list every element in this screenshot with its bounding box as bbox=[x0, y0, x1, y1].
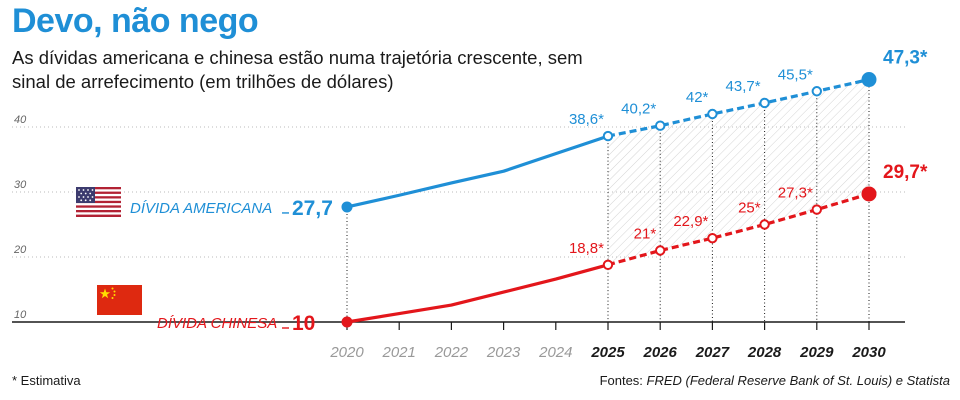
usa-point bbox=[707, 108, 718, 120]
china-point bbox=[811, 204, 822, 215]
usa-line-actual bbox=[346, 134, 609, 209]
china-flag bbox=[97, 285, 142, 315]
usa-data-label: 47,3* bbox=[883, 48, 928, 69]
usa-point bbox=[759, 97, 770, 109]
china-point bbox=[341, 316, 353, 328]
x-tick-label: 2024 bbox=[538, 344, 572, 361]
x-tick-label: 2029 bbox=[799, 344, 834, 361]
source-credit: Fontes: FRED (Federal Reserve Bank of St… bbox=[600, 373, 950, 388]
usa-data-label: 45,5* bbox=[778, 66, 813, 83]
source-prefix: Fontes: bbox=[599, 373, 647, 388]
china-data-label: 22,9* bbox=[673, 213, 708, 230]
footnote: * Estimativa bbox=[12, 373, 81, 388]
china-point bbox=[759, 219, 770, 230]
source-names: FRED (Federal Reserve Bank of St. Louis)… bbox=[646, 373, 950, 388]
y-tick-label: 40 bbox=[14, 114, 27, 126]
china-data-label: 27,3* bbox=[778, 185, 813, 202]
usa-data-label: 42* bbox=[686, 89, 709, 106]
china-point bbox=[861, 186, 877, 202]
china-data-label: 18,8* bbox=[569, 240, 604, 257]
usa-data-label: 43,7* bbox=[726, 78, 761, 95]
usa-series-name: DÍVIDA AMERICANA bbox=[130, 200, 272, 217]
x-tick-label: 2030 bbox=[851, 344, 886, 361]
usa-point bbox=[602, 130, 614, 142]
x-tick-label: 2020 bbox=[329, 344, 364, 361]
usa-data-label: 40,2* bbox=[621, 101, 656, 118]
china-point bbox=[655, 245, 666, 256]
x-tick-label: 2026 bbox=[643, 344, 678, 361]
usa-point bbox=[811, 86, 822, 97]
chart-title: Devo, não nego bbox=[12, 2, 259, 40]
china-start-value: 10 bbox=[292, 312, 315, 335]
china-data-label: 25* bbox=[738, 200, 761, 217]
china-data-label: 21* bbox=[634, 226, 657, 243]
y-tick-label: 30 bbox=[14, 179, 27, 191]
usa-point bbox=[341, 201, 353, 213]
china-data-label: 29,7* bbox=[883, 162, 928, 183]
x-tick-label: 2027 bbox=[695, 344, 730, 361]
x-tick-label: 2021 bbox=[382, 344, 416, 361]
usa-flag bbox=[76, 187, 121, 217]
y-tick-label: 10 bbox=[14, 309, 27, 321]
estimate-area bbox=[608, 79, 869, 265]
y-tick-label: 20 bbox=[13, 244, 27, 256]
china-point bbox=[602, 259, 614, 270]
china-line-estimate bbox=[607, 192, 870, 267]
x-tick-label: 2023 bbox=[486, 344, 521, 361]
china-series-name: DÍVIDA CHINESA bbox=[157, 315, 277, 332]
x-tick-label: 2025 bbox=[590, 344, 625, 361]
usa-line-estimate bbox=[607, 77, 870, 138]
x-tick-label: 2022 bbox=[434, 344, 469, 361]
chart-subtitle: As dívidas americana e chinesa estão num… bbox=[12, 47, 583, 92]
china-line-actual bbox=[346, 263, 609, 324]
usa-start-value: 27,7 bbox=[292, 197, 333, 220]
usa-point bbox=[861, 72, 877, 88]
china-point bbox=[707, 232, 718, 244]
usa-data-label: 38,6* bbox=[569, 111, 604, 128]
usa-point bbox=[655, 120, 666, 131]
x-tick-label: 2028 bbox=[747, 344, 782, 361]
